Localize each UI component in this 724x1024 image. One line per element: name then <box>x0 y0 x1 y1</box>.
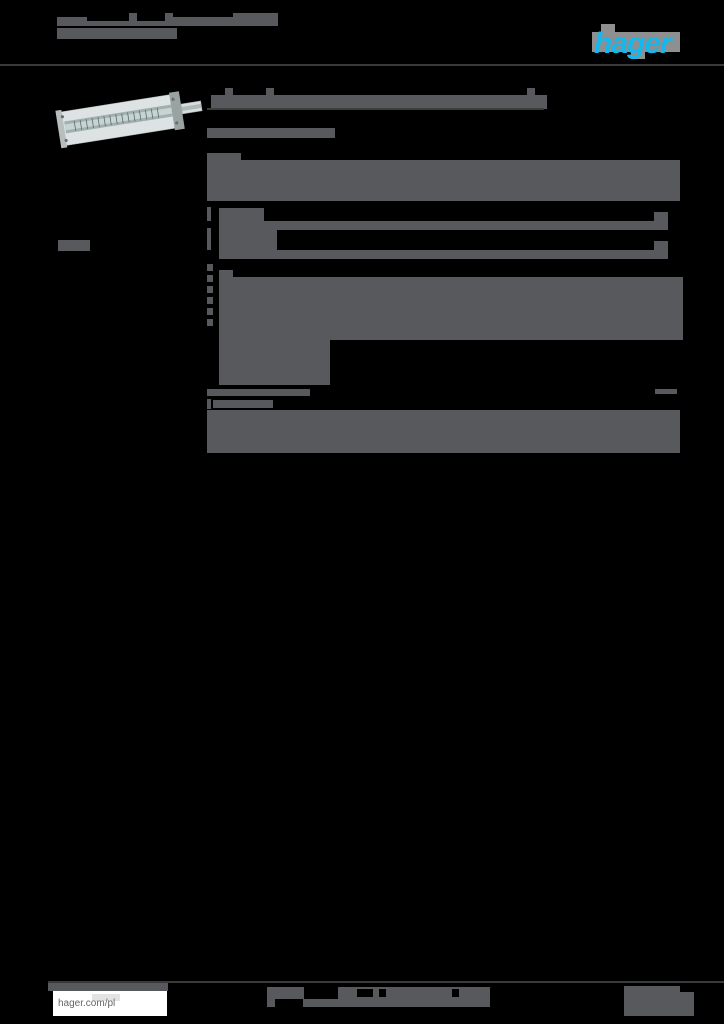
svg-text:hager: hager <box>594 27 674 60</box>
